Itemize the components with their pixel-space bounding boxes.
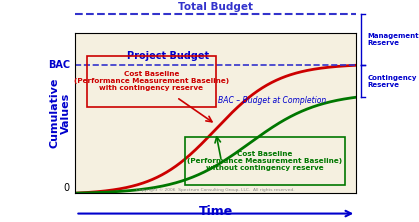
Y-axis label: Cumulative
Values: Cumulative Values (50, 78, 71, 149)
Text: Contingency
Reserve: Contingency Reserve (367, 75, 417, 88)
Text: Cost Baseline
(Performance Measurement Baseline)
without contingency reserve: Cost Baseline (Performance Measurement B… (187, 151, 342, 171)
Text: Cost Baseline
(Performance Measurement Baseline)
with contingency reserve: Cost Baseline (Performance Measurement B… (74, 71, 229, 91)
Text: Project Budget: Project Budget (127, 51, 209, 61)
Text: BAC – Budget at Completion: BAC – Budget at Completion (218, 96, 326, 105)
Text: Total Budget: Total Budget (178, 2, 253, 12)
Text: Management
Reserve: Management Reserve (367, 33, 419, 46)
Text: 0: 0 (64, 183, 70, 193)
Text: Copyright © 2006  Spectrum Consulting Group, LLC.  All rights reserved.: Copyright © 2006 Spectrum Consulting Gro… (137, 188, 295, 192)
Text: BAC: BAC (48, 60, 70, 70)
Text: Time: Time (199, 204, 233, 218)
